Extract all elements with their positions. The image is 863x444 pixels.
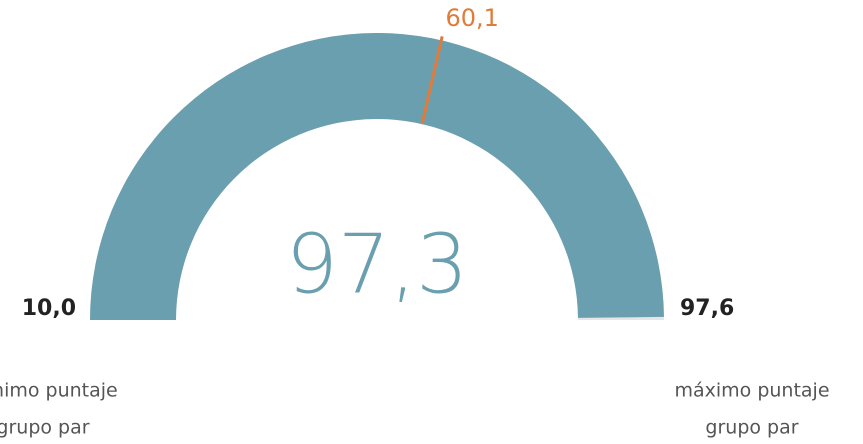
gauge-value: [90, 33, 664, 321]
min-label: 10,0: [22, 296, 76, 321]
min-caption: mínimo puntaje: [0, 380, 118, 402]
value-label: 97,3: [286, 218, 469, 313]
target-line: [420, 36, 444, 125]
min-caption: grupo par: [0, 417, 90, 439]
target-label: 60,1: [446, 4, 499, 32]
max-caption: grupo par: [705, 417, 798, 439]
max-caption: máximo puntaje: [674, 380, 829, 402]
max-label: 97,6: [680, 296, 734, 321]
